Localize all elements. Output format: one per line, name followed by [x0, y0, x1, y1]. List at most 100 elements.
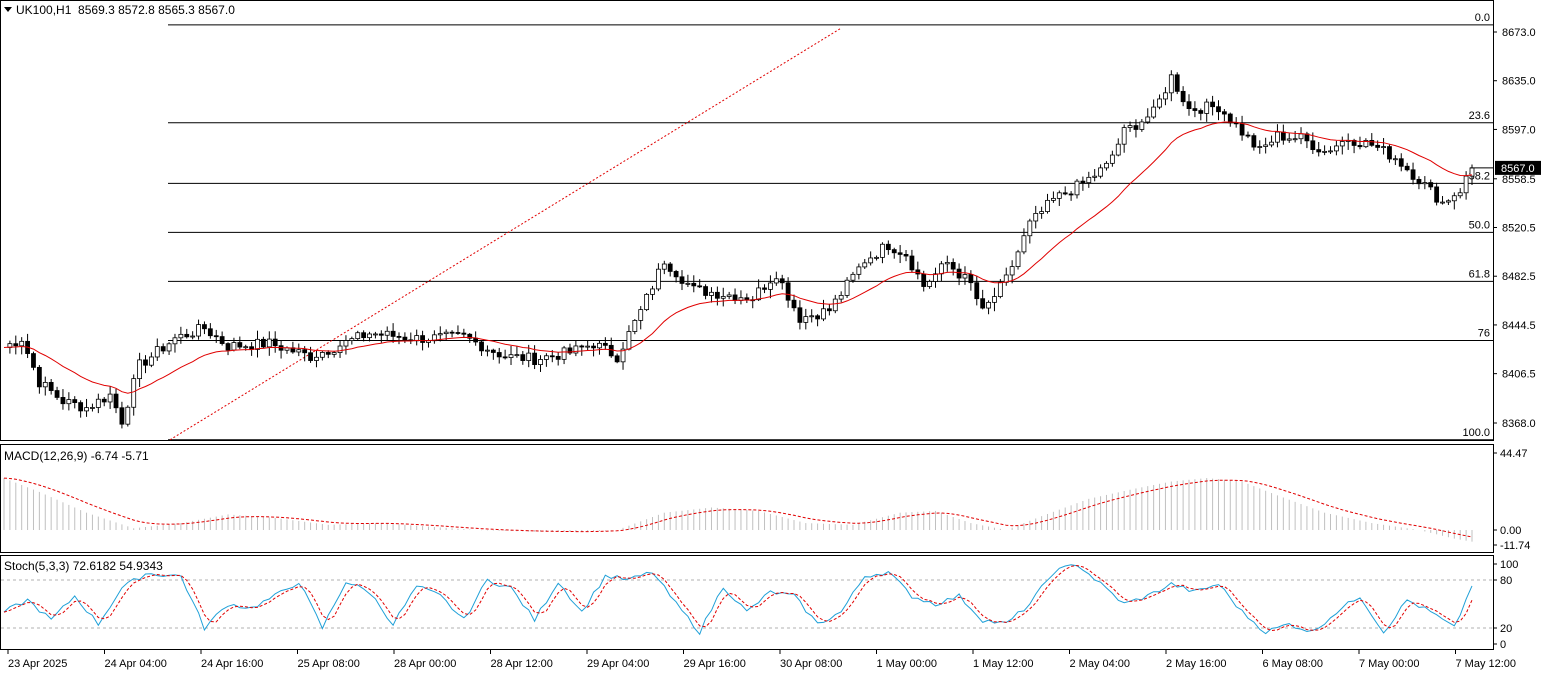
candle-body [815, 315, 820, 320]
candle-body [1316, 149, 1322, 153]
dropdown-triangle-icon[interactable] [4, 7, 12, 12]
candle-body [1062, 192, 1068, 195]
symbol-header[interactable]: UK100,H1 8569.3 8572.8 8565.3 8567.0 [4, 3, 235, 17]
candle [437, 326, 443, 342]
candle [1404, 162, 1410, 172]
candle-body [585, 345, 591, 348]
candle-body [1328, 150, 1333, 153]
macd-tick-label: 44.47 [1500, 448, 1528, 460]
candle [526, 344, 532, 368]
candle [1322, 145, 1328, 156]
candle-body [826, 308, 832, 312]
time-tick-label: 28 Apr 00:00 [394, 658, 456, 670]
candle [36, 365, 42, 394]
candle-body [143, 359, 148, 366]
candle-body [986, 301, 991, 309]
candle-body [390, 330, 396, 337]
candle-body [1115, 143, 1121, 156]
candle [196, 319, 201, 340]
candle-body [1068, 193, 1074, 196]
candle [591, 342, 596, 357]
candle [909, 249, 915, 273]
candle [1257, 140, 1263, 154]
candle [726, 291, 732, 300]
candle [431, 330, 437, 344]
candle [166, 342, 172, 355]
candle [190, 331, 196, 340]
candle-body [479, 341, 484, 352]
candle-body [809, 315, 815, 318]
candle [567, 343, 573, 355]
candle-body [1009, 266, 1015, 276]
candle-body [1074, 180, 1080, 196]
price-tick-label: 8482.5 [1502, 271, 1536, 283]
candle-body [538, 359, 543, 365]
candle [1275, 124, 1280, 148]
candle-body [255, 338, 260, 350]
candle-body [1139, 121, 1145, 130]
ohlc-values: 8569.3 8572.8 8565.3 8567.0 [78, 3, 235, 17]
candle [461, 328, 467, 338]
candle [561, 345, 567, 365]
candle-body [626, 331, 632, 350]
candle-body [862, 262, 868, 268]
candle [579, 344, 585, 356]
candle [826, 303, 832, 316]
candle-body [1039, 211, 1045, 214]
candle [1151, 99, 1157, 119]
moving-average-line [3, 121, 1473, 394]
candle [1198, 108, 1204, 121]
candle [874, 255, 879, 261]
candle [1392, 155, 1398, 166]
candle [1363, 138, 1369, 149]
candle-body [832, 298, 838, 312]
candle-body [768, 282, 773, 290]
candle-body [202, 324, 207, 330]
stoch-tick-label: 100 [1500, 559, 1518, 571]
candle-body [673, 271, 679, 278]
candle-body [1133, 125, 1139, 130]
candle [1251, 133, 1257, 151]
candle [1280, 124, 1286, 145]
candle-body [791, 299, 797, 309]
candle [1416, 176, 1422, 190]
candle-body [455, 332, 461, 334]
candle [1292, 130, 1298, 143]
candle-body [1163, 92, 1168, 100]
candle [1121, 124, 1127, 153]
candle-body [803, 316, 809, 323]
macd-panel: 44.47 0.00 -11.74 [3, 448, 1530, 552]
time-tick-label: 7 May 00:00 [1359, 658, 1420, 670]
candle-body [1257, 146, 1263, 148]
candle [184, 328, 190, 339]
candle-body [431, 334, 437, 342]
candle-body [1387, 146, 1392, 160]
candle [620, 342, 626, 370]
candle [408, 332, 414, 345]
candle [361, 330, 367, 342]
candle-body [1292, 138, 1298, 141]
price-tick-label: 8444.5 [1502, 320, 1536, 332]
candle-body [184, 333, 190, 338]
candle [231, 337, 237, 352]
candle [1163, 87, 1168, 106]
candle [331, 350, 337, 358]
candle-body [1174, 74, 1180, 92]
candle [885, 240, 891, 255]
candle-body [579, 345, 585, 348]
candle-body [661, 263, 667, 270]
candle-body [1121, 127, 1127, 145]
candle-body [231, 342, 237, 351]
candle-body [160, 346, 166, 352]
candle [25, 333, 30, 359]
candle [549, 350, 555, 363]
candle [1263, 137, 1269, 154]
time-tick-label: 29 Apr 16:00 [684, 658, 746, 670]
candle-body [137, 359, 142, 380]
candle [1015, 249, 1021, 270]
candle-body [526, 352, 532, 361]
candle [1104, 161, 1109, 171]
